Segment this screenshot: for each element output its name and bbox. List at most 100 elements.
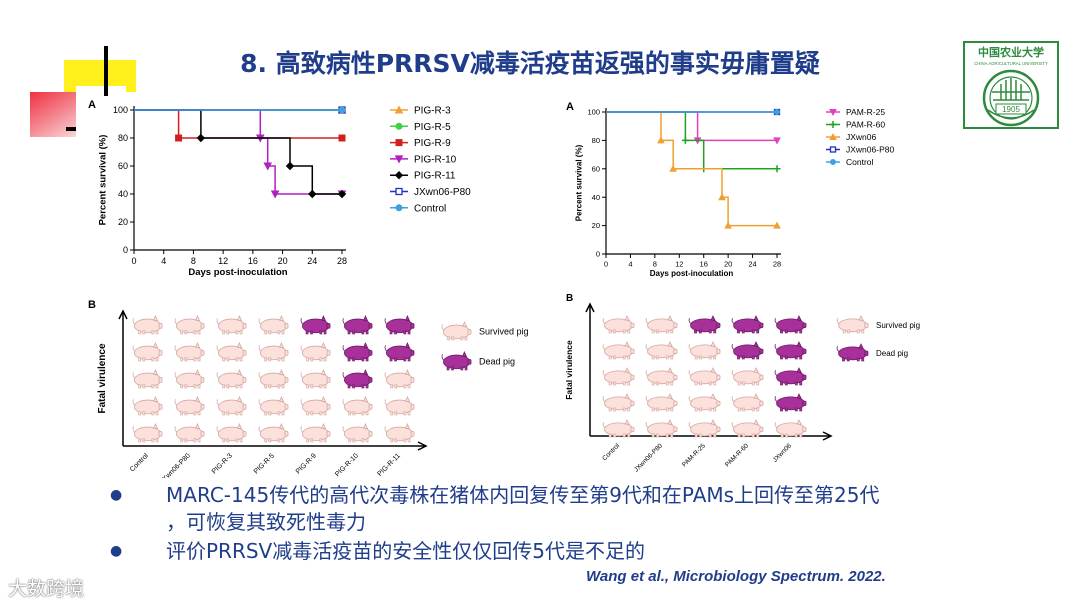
pig-leg (184, 411, 188, 416)
pig-tail (384, 426, 388, 433)
survived-pig-icon (132, 314, 163, 335)
legend-label: JXwn06 (846, 132, 877, 142)
pig-leg (235, 438, 239, 443)
x-tick-label: 24 (748, 260, 756, 269)
group-label: JXwn06-P80 (159, 452, 192, 478)
pig-leg (319, 384, 323, 389)
pig-tail (688, 370, 692, 376)
pig-leg (742, 407, 746, 412)
pig-leg (142, 330, 146, 335)
pig-leg (361, 357, 365, 362)
pig-ear (462, 350, 468, 358)
survived-pig-icon (132, 341, 163, 362)
pig-leg (780, 407, 783, 412)
x-tick-label: 12 (675, 260, 683, 269)
pig-leg (352, 438, 356, 443)
pig-leg (784, 407, 788, 412)
pig-ear (405, 395, 411, 403)
pig-tail (731, 344, 735, 350)
pig-leg (142, 411, 146, 416)
pig-leg (235, 357, 239, 362)
pig-leg (394, 357, 397, 362)
pig-leg (390, 438, 394, 443)
survived-pig-icon (258, 395, 289, 416)
survived-pig-icon (384, 368, 415, 389)
pig-tail (132, 318, 136, 325)
pig-ear (153, 314, 159, 322)
pig-ear (321, 368, 327, 376)
pig-leg (708, 381, 712, 386)
left-survival-legend: PIG-R-3 PIG-R-5 PIG-R-9 PIG-R-10 PIG-R-11 JXw… (390, 105, 471, 214)
grid-y-axis-title: Fatal virulence (97, 343, 108, 413)
pig-snout (630, 426, 635, 432)
data-point (681, 136, 689, 144)
pig-tail (441, 324, 445, 331)
right-panel-label-a: A (566, 101, 574, 113)
pig-leg (698, 329, 702, 334)
pig-tail (300, 345, 304, 352)
pig-ear (279, 422, 285, 430)
pig-leg (737, 433, 741, 438)
survived-pig-icon (300, 395, 331, 416)
pig-tail (174, 426, 178, 433)
pig-ear (321, 314, 327, 322)
pig-snout (368, 350, 373, 356)
data-point (773, 221, 781, 229)
pig-leg (323, 330, 327, 335)
x-tick-label: 4 (628, 260, 632, 269)
survived-pig-icon (645, 341, 678, 360)
pig-leg (155, 384, 159, 389)
left-panel-label-a: A (88, 99, 96, 111)
pig-leg (627, 433, 631, 438)
pig-leg (352, 384, 355, 389)
y-tick-label: 40 (118, 189, 128, 199)
pig-leg (352, 357, 355, 362)
pig-leg (155, 330, 159, 335)
pig-ear (195, 422, 201, 430)
pig-leg (268, 357, 272, 362)
legend-marker (395, 204, 403, 212)
pig-snout (630, 400, 635, 406)
x-tick-label: 20 (278, 256, 288, 266)
legend-label: PIG-R-5 (414, 122, 451, 133)
pig-leg (310, 330, 313, 335)
pig-leg (751, 381, 755, 386)
pig-ear (710, 367, 716, 373)
pig-leg (151, 438, 155, 443)
dead-pig-icon (774, 393, 807, 412)
pig-leg (365, 330, 369, 335)
pig-leg (193, 438, 197, 443)
pig-tail (258, 399, 262, 406)
decor-black-bar (104, 46, 108, 96)
pig-snout (410, 404, 415, 410)
pig-leg (268, 330, 272, 335)
pig-ear (667, 393, 673, 399)
pig-leg (394, 384, 398, 389)
pig-leg (756, 433, 760, 438)
pig-ear (796, 393, 802, 399)
pig-leg (799, 329, 803, 334)
survived-pig-icon (384, 395, 415, 416)
legend-marker (829, 146, 837, 153)
pig-leg (184, 330, 188, 335)
pig-tail (342, 426, 346, 433)
pig-leg (319, 330, 323, 335)
pig-ear (321, 341, 327, 349)
data-point (263, 162, 273, 171)
data-point (337, 189, 347, 199)
pig-tail (300, 426, 304, 433)
pig-leg (361, 411, 365, 416)
pig-ear (858, 315, 864, 321)
left-survival-chart: 0 4 8 12 16 20 24 28 0 20 40 60 80 100 Days post-inocu… (98, 105, 348, 278)
y-axis-title: Percent survival (%) (574, 144, 583, 221)
pig-ear (710, 341, 716, 347)
pig-ear (237, 422, 243, 430)
pig-leg (264, 411, 268, 416)
survived-pig-icon (132, 368, 163, 389)
pig-leg (708, 407, 712, 412)
dead-pig-icon (384, 341, 415, 362)
pig-ear (462, 320, 468, 328)
data-point (308, 189, 317, 199)
pig-snout (200, 377, 205, 383)
dead-pig-icon (300, 314, 331, 335)
